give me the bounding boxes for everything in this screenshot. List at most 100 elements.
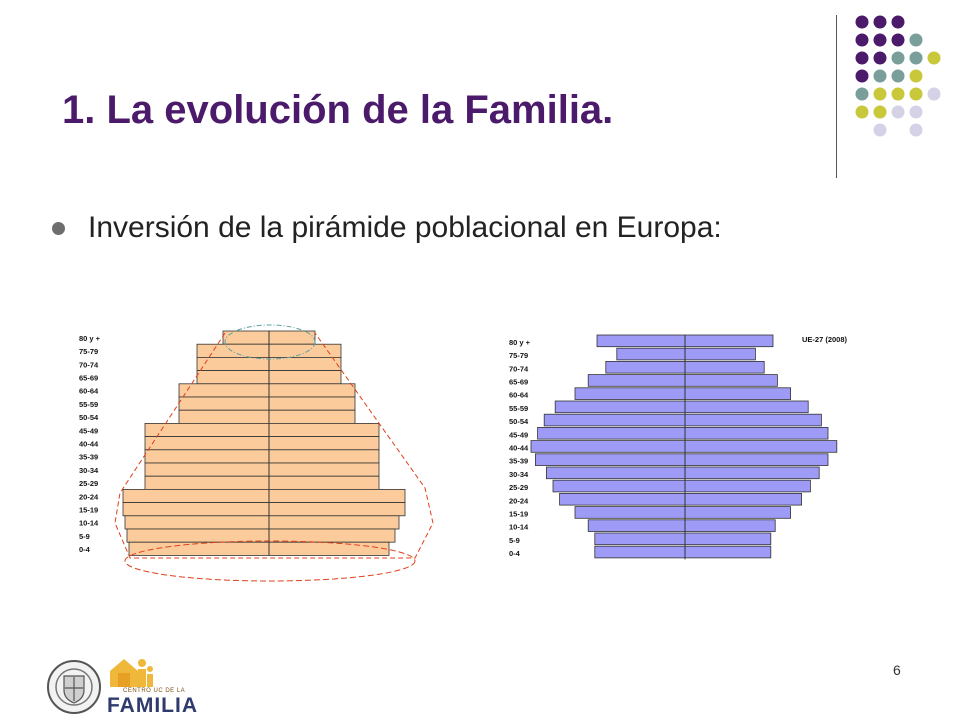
decorative-dot [891, 69, 905, 83]
bar-left [605, 361, 686, 374]
decorative-dot [891, 33, 905, 47]
bar-left [196, 343, 270, 358]
tick-label: 45-49 [509, 430, 528, 439]
slide-title: 1. La evolución de la Familia. [62, 88, 614, 132]
bar-right [268, 396, 356, 411]
tick-label: 70-74 [509, 364, 529, 373]
bar-right [268, 436, 380, 451]
tick-label: 10-14 [79, 519, 99, 528]
tick-label: 20-24 [509, 496, 529, 505]
tick-label: 35-39 [79, 453, 98, 462]
bar-right [684, 400, 809, 414]
decorative-dot [873, 15, 887, 29]
bar-right [684, 387, 791, 400]
decorative-dot [891, 87, 905, 101]
tick-label: 30-34 [509, 470, 529, 479]
tick-label: 40-44 [509, 444, 529, 453]
chart-title: UE-27 (2008) [802, 335, 848, 344]
bar-left [537, 427, 686, 440]
dashed-outline [114, 332, 434, 559]
tick-label: 35-39 [509, 457, 528, 466]
bar-right [684, 334, 774, 348]
university-seal-logo [47, 660, 101, 714]
bar-left [546, 466, 686, 480]
bar-left [196, 370, 270, 385]
bar-left [530, 440, 686, 453]
bar-right [684, 532, 772, 546]
bar-left [126, 528, 270, 543]
tick-label: 15-19 [509, 510, 528, 519]
bar-left [144, 449, 270, 464]
decorative-dot [873, 123, 887, 137]
bar-left [122, 488, 270, 503]
bar-right [268, 423, 380, 438]
logo-title: FAMILIA [107, 694, 198, 717]
tick-label: 0-4 [79, 545, 91, 554]
bar-left [559, 492, 686, 506]
decorative-dot [927, 87, 941, 101]
bar-left [178, 409, 270, 424]
bar-left [534, 453, 686, 466]
tick-label: 20-24 [79, 492, 99, 501]
bar-left [122, 502, 270, 517]
tick-label: 65-69 [509, 378, 528, 387]
tick-label: 5-9 [509, 536, 520, 545]
logo-subtitle: CENTRO UC DE LA [123, 688, 186, 694]
decorative-dot [855, 105, 869, 119]
bar-right [268, 409, 356, 424]
bar-right [268, 370, 342, 385]
tick-label: 50-54 [79, 413, 99, 422]
decorative-dot [855, 51, 869, 65]
ellipse-top [224, 324, 316, 360]
decorative-dot-grid [855, 15, 941, 137]
decorative-dot [909, 87, 923, 101]
bar-right [268, 515, 400, 530]
decorative-dot [891, 105, 905, 119]
bar-right [684, 479, 811, 493]
decorative-dot [909, 123, 923, 137]
decorative-dot [873, 87, 887, 101]
tick-label: 55-59 [79, 400, 98, 409]
tick-label: 25-29 [79, 479, 98, 488]
bar-left [144, 423, 270, 438]
bar-left [594, 545, 686, 559]
bar-left [587, 374, 686, 387]
tick-label: 75-79 [509, 351, 528, 360]
tick-label: 25-29 [509, 483, 528, 492]
bar-left [554, 400, 686, 414]
tick-label: 5-9 [79, 532, 90, 541]
bar-left [543, 413, 686, 427]
decorative-dot [873, 33, 887, 47]
bar-left [178, 383, 270, 398]
bar-right [268, 488, 406, 503]
tick-label: 40-44 [79, 440, 99, 449]
bar-left [196, 357, 270, 372]
bar-right [684, 466, 820, 480]
decorative-dot [855, 15, 869, 29]
decorative-dot [873, 69, 887, 83]
bullet-icon [52, 222, 65, 235]
bar-right [268, 383, 356, 398]
decorative-dot [909, 33, 923, 47]
bar-right [268, 343, 342, 358]
tick-label: 30-34 [79, 466, 99, 475]
tick-label: 10-14 [509, 523, 529, 532]
bar-right [268, 541, 390, 556]
bar-right [684, 545, 772, 559]
bar-right [268, 475, 380, 490]
bar-left [128, 541, 270, 556]
bar-left [574, 506, 686, 519]
bar-right [268, 502, 406, 517]
tick-label: 0-4 [509, 549, 521, 558]
tick-label: 60-64 [79, 387, 99, 396]
bar-left [594, 532, 686, 546]
ellipse-bottom [124, 540, 416, 582]
bar-left [124, 515, 270, 530]
bar-left [552, 479, 686, 493]
bar-left [587, 519, 686, 532]
bar-right [684, 453, 829, 466]
bar-right [268, 357, 342, 372]
tick-label: 65-69 [79, 374, 98, 383]
tick-label: 55-59 [509, 404, 528, 413]
bullet-text: Inversión de la pirámide poblacional en … [88, 211, 722, 244]
